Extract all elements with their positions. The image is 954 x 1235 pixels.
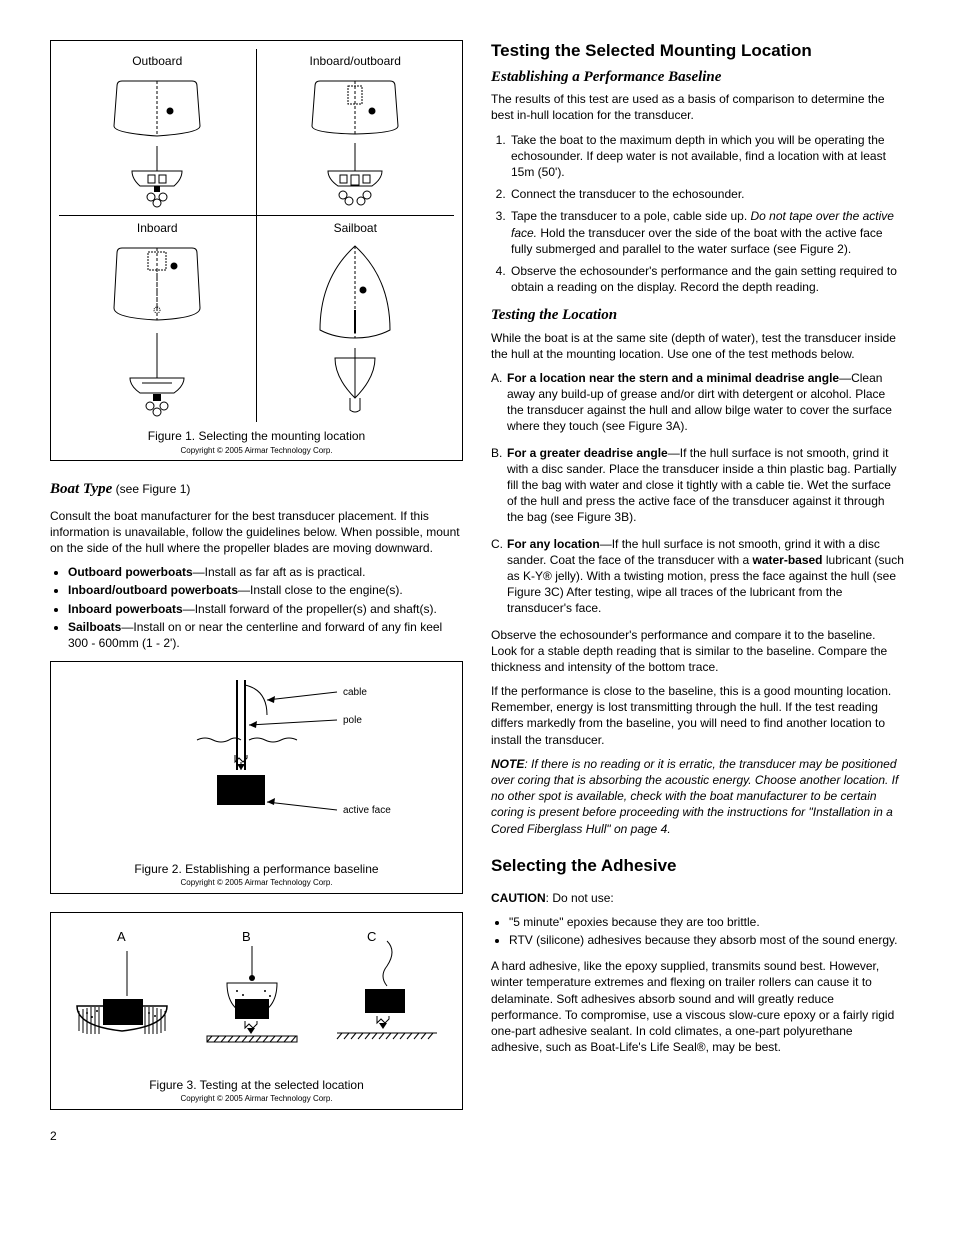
page-number: 2	[50, 1128, 463, 1144]
fig1-label-inboard-outboard: Inboard/outboard	[261, 53, 451, 69]
page: Outboard	[50, 40, 904, 1144]
list-item: Tape the transducer to a pole, cable sid…	[509, 208, 904, 257]
adhesive-caution-list: "5 minute" epoxies because they are too …	[491, 914, 904, 948]
figure-3-diagram: A B C	[67, 921, 447, 1071]
boat-type-heading-row: Boat Type (see Figure 1)	[50, 479, 463, 499]
list-item: Sailboats—Install on or near the centerl…	[68, 619, 463, 651]
fig2-label-active-face: active face	[343, 805, 391, 816]
adhesive-para: A hard adhesive, like the epoxy supplied…	[491, 958, 904, 1055]
letter-bold: For any location	[507, 537, 600, 551]
boat-sailboat-icon	[280, 238, 430, 418]
boat-inboard-outboard-icon	[280, 71, 430, 211]
letter-body: For a greater deadrise angle—If the hull…	[507, 445, 904, 526]
list-item: B. For a greater deadrise angle—If the h…	[491, 445, 904, 526]
list-item: Outboard powerboats—Install as far aft a…	[68, 564, 463, 580]
boat-type-intro: Consult the boat manufacturer for the be…	[50, 508, 463, 557]
list-item: C. For any location—If the hull surface …	[491, 536, 904, 617]
figure-2-caption: Figure 2. Establishing a performance bas…	[59, 861, 454, 877]
fig1-label-inboard: Inboard	[63, 220, 252, 236]
list-item: RTV (silicone) adhesives because they ab…	[509, 932, 904, 948]
fig1-label-sailboat: Sailboat	[261, 220, 451, 236]
figure-1-caption: Figure 1. Selecting the mounting locatio…	[59, 428, 454, 444]
testing-sub1-intro: The results of this test are used as a b…	[491, 91, 904, 123]
list-item: Inboard powerboats—Install forward of th…	[68, 601, 463, 617]
caution-rest: : Do not use:	[546, 891, 614, 905]
lettered-list: A. For a location near the stern and a m…	[491, 370, 904, 617]
fig3-label-a: A	[117, 929, 126, 944]
list-item-bold: Sailboats	[68, 620, 121, 634]
fig1-cell-inboard-outboard: Inboard/outboard	[257, 49, 455, 216]
caution-bold: CAUTION	[491, 891, 546, 905]
fig2-label-pole: pole	[343, 715, 362, 726]
letter-bold2: water-based	[752, 553, 822, 567]
step-pre: Tape the transducer to a pole, cable sid…	[511, 209, 751, 223]
step-post: Hold the transducer over the side of the…	[511, 226, 883, 256]
list-item-bold: Outboard powerboats	[68, 565, 193, 579]
testing-para1: Observe the echosounder's performance an…	[491, 627, 904, 676]
fig1-cell-sailboat: Sailboat	[257, 216, 455, 422]
figure-2: cable pole active face Figure 2. Establi…	[50, 661, 463, 894]
boat-type-list: Outboard powerboats—Install as far aft a…	[50, 564, 463, 651]
figure-1-grid: Outboard	[59, 49, 454, 422]
letter-marker: A.	[491, 370, 507, 435]
adhesive-caution-row: CAUTION: Do not use:	[491, 890, 904, 906]
fig1-label-outboard: Outboard	[63, 53, 252, 69]
list-item: Connect the transducer to the echosounde…	[509, 186, 904, 202]
figure-3-copyright: Copyright © 2005 Airmar Technology Corp.	[59, 1094, 454, 1105]
note-rest: : If there is no reading or it is errati…	[491, 757, 898, 836]
list-item-bold: Inboard powerboats	[68, 602, 183, 616]
fig3-label-b: B	[242, 929, 251, 944]
list-item: Inboard/outboard powerboats—Install clos…	[68, 582, 463, 598]
letter-marker: C.	[491, 536, 507, 617]
testing-sub1: Establishing a Performance Baseline	[491, 67, 904, 87]
right-column: Testing the Selected Mounting Location E…	[491, 40, 904, 1144]
figure-3: A B C	[50, 912, 463, 1110]
testing-para2: If the performance is close to the basel…	[491, 683, 904, 748]
testing-heading: Testing the Selected Mounting Location	[491, 40, 904, 63]
figure-1: Outboard	[50, 40, 463, 461]
fig3-label-c: C	[367, 929, 376, 944]
testing-note: NOTE: If there is no reading or it is er…	[491, 756, 904, 837]
testing-steps: Take the boat to the maximum depth in wh…	[491, 132, 904, 296]
note-bold: NOTE	[491, 757, 524, 771]
list-item-rest: —Install as far aft as is practical.	[193, 565, 366, 579]
letter-body: For any location—If the hull surface is …	[507, 536, 904, 617]
fig1-cell-outboard: Outboard	[59, 49, 257, 216]
figure-2-copyright: Copyright © 2005 Airmar Technology Corp.	[59, 878, 454, 889]
fig2-label-cable: cable	[343, 687, 367, 698]
letter-bold: For a greater deadrise angle	[507, 446, 668, 460]
list-item-rest: —Install forward of the propeller(s) and…	[183, 602, 437, 616]
letter-body: For a location near the stern and a mini…	[507, 370, 904, 435]
list-item: A. For a location near the stern and a m…	[491, 370, 904, 435]
adhesive-heading: Selecting the Adhesive	[491, 855, 904, 878]
boat-type-see: (see Figure 1)	[112, 482, 190, 496]
boat-inboard-icon	[82, 238, 232, 418]
boat-outboard-icon	[82, 71, 232, 211]
left-column: Outboard	[50, 40, 463, 1144]
list-item-rest: —Install on or near the centerline and f…	[68, 620, 442, 650]
figure-2-diagram: cable pole active face	[67, 670, 447, 855]
list-item-bold: Inboard/outboard powerboats	[68, 583, 238, 597]
figure-3-caption: Figure 3. Testing at the selected locati…	[59, 1077, 454, 1093]
fig1-cell-inboard: Inboard	[59, 216, 257, 422]
letter-bold: For a location near the stern and a mini…	[507, 371, 839, 385]
list-item: Observe the echosounder's performance an…	[509, 263, 904, 295]
boat-type-heading: Boat Type	[50, 481, 112, 497]
letter-marker: B.	[491, 445, 507, 526]
testing-sub2: Testing the Location	[491, 305, 904, 325]
testing-sub2-intro: While the boat is at the same site (dept…	[491, 330, 904, 362]
list-item-rest: —Install close to the engine(s).	[238, 583, 403, 597]
figure-1-copyright: Copyright © 2005 Airmar Technology Corp.	[59, 446, 454, 457]
list-item: "5 minute" epoxies because they are too …	[509, 914, 904, 930]
list-item: Take the boat to the maximum depth in wh…	[509, 132, 904, 181]
